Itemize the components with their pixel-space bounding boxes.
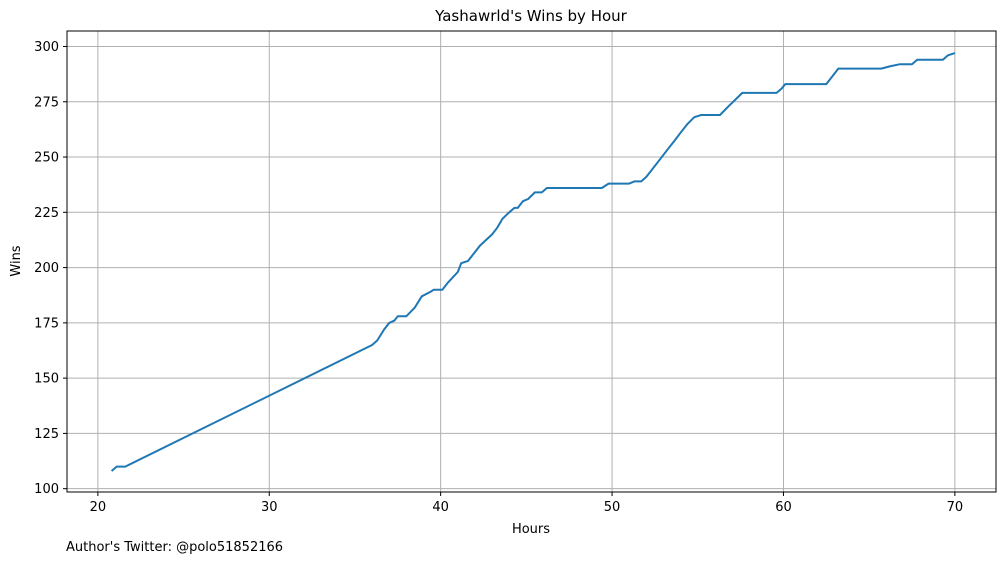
x-tick-label: 70	[947, 500, 964, 515]
y-tick-label: 125	[34, 427, 59, 442]
x-axis-label: Hours	[512, 522, 550, 537]
y-tick-label: 200	[34, 261, 59, 276]
y-axis-label: Wins	[9, 245, 24, 276]
x-tick-label: 50	[604, 500, 621, 515]
chart-title: Yashawrld's Wins by Hour	[434, 7, 628, 25]
x-tick-label: 60	[775, 500, 792, 515]
y-tick-label: 275	[34, 95, 59, 110]
y-tick-label: 100	[34, 482, 59, 497]
y-tick-label: 225	[34, 206, 59, 221]
x-tick-label: 30	[261, 500, 278, 515]
x-axis: 20 30 40 50 60 70	[90, 492, 964, 515]
y-tick-label: 150	[34, 372, 59, 387]
grid	[67, 31, 996, 492]
x-tick-label: 40	[432, 500, 449, 515]
y-tick-label: 250	[34, 151, 59, 166]
y-axis: 100 125 150 175 200 225 250 275 300	[34, 40, 67, 497]
series-line	[110, 52, 956, 472]
x-tick-label: 20	[90, 500, 107, 515]
y-tick-label: 175	[34, 316, 59, 331]
plot-frame	[66, 30, 997, 493]
y-tick-label: 300	[34, 40, 59, 55]
author-footer: Author's Twitter: @polo51852166	[66, 540, 283, 555]
